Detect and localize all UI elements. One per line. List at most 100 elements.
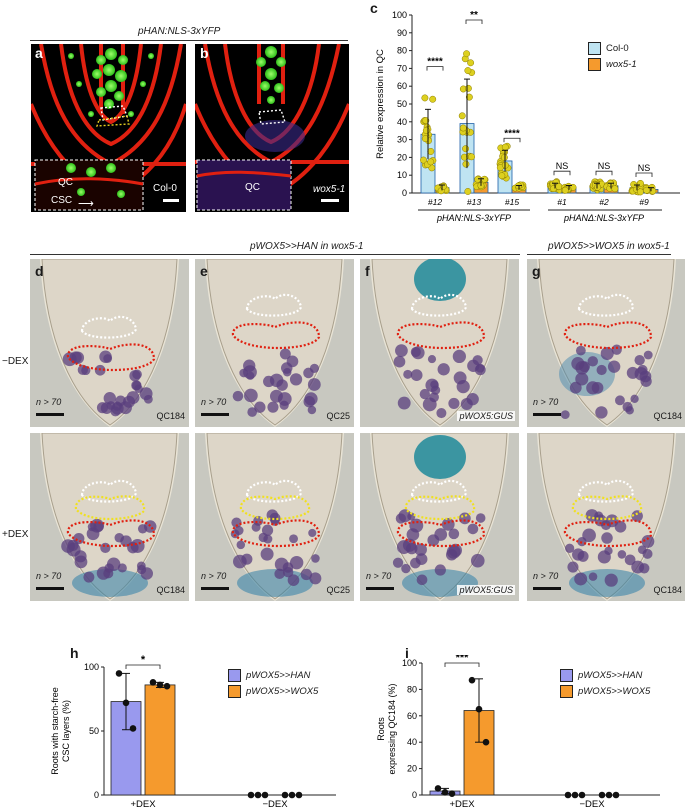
c-sig-label: **** xyxy=(427,57,443,68)
panel-b-scalebar xyxy=(321,199,339,202)
c-data-point xyxy=(422,117,430,125)
c-data-point xyxy=(462,145,470,153)
i-y-tick-label: 100 xyxy=(402,658,417,668)
n-label: n > 70 xyxy=(366,571,392,581)
c-data-point xyxy=(464,84,472,92)
c-x-tick-label: #13 xyxy=(467,197,481,207)
c-data-point xyxy=(643,186,651,194)
starch-granule xyxy=(277,392,292,406)
starch-granule xyxy=(434,528,448,541)
scalebar xyxy=(201,413,229,416)
starch-granule xyxy=(100,402,113,415)
c-group2-label: pHANΔ:NLS-3xYFP xyxy=(563,213,644,223)
h-y-axis-title: Roots with starch-free CSC layers (%) xyxy=(50,687,71,775)
columella-outline-red xyxy=(563,519,653,548)
starch-granule xyxy=(611,344,622,355)
starch-granule xyxy=(395,344,408,357)
starch-granule xyxy=(565,543,575,553)
c-y-axis-title: Relative expression in QC xyxy=(375,49,386,159)
panel-a-letter: a xyxy=(35,45,43,61)
starch-granule xyxy=(475,513,486,523)
starch-granule xyxy=(287,574,300,586)
starch-granule xyxy=(103,354,113,363)
starch-granule xyxy=(246,371,255,380)
i-data-point xyxy=(564,791,572,799)
starch-granule xyxy=(425,378,439,392)
i-y-tick-label: 20 xyxy=(407,764,417,774)
h-data-point xyxy=(149,679,157,686)
c-x-tick-label: #12 xyxy=(428,197,442,207)
starch-granule xyxy=(258,532,268,543)
starch-granule xyxy=(634,354,645,366)
starch-granule xyxy=(614,520,627,533)
starch-granule xyxy=(110,406,121,417)
panel-d-plus-dex-image xyxy=(30,433,189,601)
starch-granule xyxy=(308,528,317,538)
csc-arrow-icon: ⟶ xyxy=(78,198,94,210)
starch-granule xyxy=(401,563,411,574)
starch-granule xyxy=(575,372,589,386)
starch-granule xyxy=(588,572,598,581)
panel-f-plus-dex-image xyxy=(360,433,519,601)
starch-granule xyxy=(403,369,413,379)
panel-a-inset-qc: QC xyxy=(58,177,73,188)
starch-granule xyxy=(585,509,599,522)
c-data-point xyxy=(630,181,638,188)
n-label: n > 70 xyxy=(201,397,227,407)
starch-granule xyxy=(587,356,598,367)
panel-f-letter: f xyxy=(365,263,370,279)
panel-i-legend-wox5: pWOX5>>WOX5 xyxy=(560,685,650,698)
starch-granule xyxy=(575,345,586,356)
h-data-point xyxy=(115,670,123,677)
csc-outline-yellow xyxy=(74,495,146,520)
starch-granule xyxy=(274,557,289,572)
starch-granule xyxy=(427,355,437,364)
c-data-point xyxy=(440,182,447,190)
marker-label: pWOX5:GUS xyxy=(457,585,515,595)
i-data-point xyxy=(434,785,442,792)
c-sig-bracket xyxy=(595,170,613,176)
starch-granule xyxy=(441,517,455,531)
i-x-tick-label: +DEX xyxy=(449,799,475,809)
starch-granule xyxy=(591,381,604,394)
micro-bg-right xyxy=(110,259,189,427)
starch-granule xyxy=(641,535,655,548)
starch-granule xyxy=(122,395,136,408)
starch-granule xyxy=(569,381,582,394)
c-sig-label: NS xyxy=(638,163,651,173)
starch-granule xyxy=(232,390,244,402)
starch-granule xyxy=(286,355,299,368)
marker-label: pWOX5:GUS xyxy=(457,411,515,421)
starch-granule xyxy=(244,388,258,403)
micro-bg-left xyxy=(195,433,275,601)
c-data-point xyxy=(637,179,644,187)
columella-outline-red xyxy=(231,519,321,548)
starch-granule xyxy=(452,349,466,364)
c-data-point xyxy=(462,160,470,168)
c-y-tick-label: 10 xyxy=(397,170,407,180)
qc-outline-white xyxy=(245,479,303,503)
starch-granule xyxy=(604,546,613,556)
qc-outline-white xyxy=(80,315,138,339)
c-data-point xyxy=(594,183,602,191)
starch-granule xyxy=(83,571,95,583)
c-data-point xyxy=(459,124,467,132)
panel-b-genotype: wox5-1 xyxy=(313,184,346,195)
c-data-point xyxy=(427,147,435,155)
starch-granule xyxy=(77,364,88,376)
csc-outline-yellow xyxy=(404,495,476,520)
starch-granule xyxy=(267,401,279,413)
panel-a-inset-csc: CSC xyxy=(51,195,73,206)
starch-granule xyxy=(624,554,636,566)
c-sig-label: ** xyxy=(470,10,478,21)
mid-title-right-rule xyxy=(527,254,671,255)
starch-granule xyxy=(395,513,407,524)
csc-outline-yellow xyxy=(571,495,643,520)
legend-swatch-i-wox5 xyxy=(560,685,573,698)
panel-e-plus-dex-image xyxy=(195,433,354,601)
starch-granule xyxy=(422,397,437,412)
panel-a-image xyxy=(31,44,186,212)
panel-b-letter: b xyxy=(200,45,209,61)
legend-label-i-wox5: pWOX5>>WOX5 xyxy=(578,686,651,698)
starch-granule xyxy=(419,388,430,400)
